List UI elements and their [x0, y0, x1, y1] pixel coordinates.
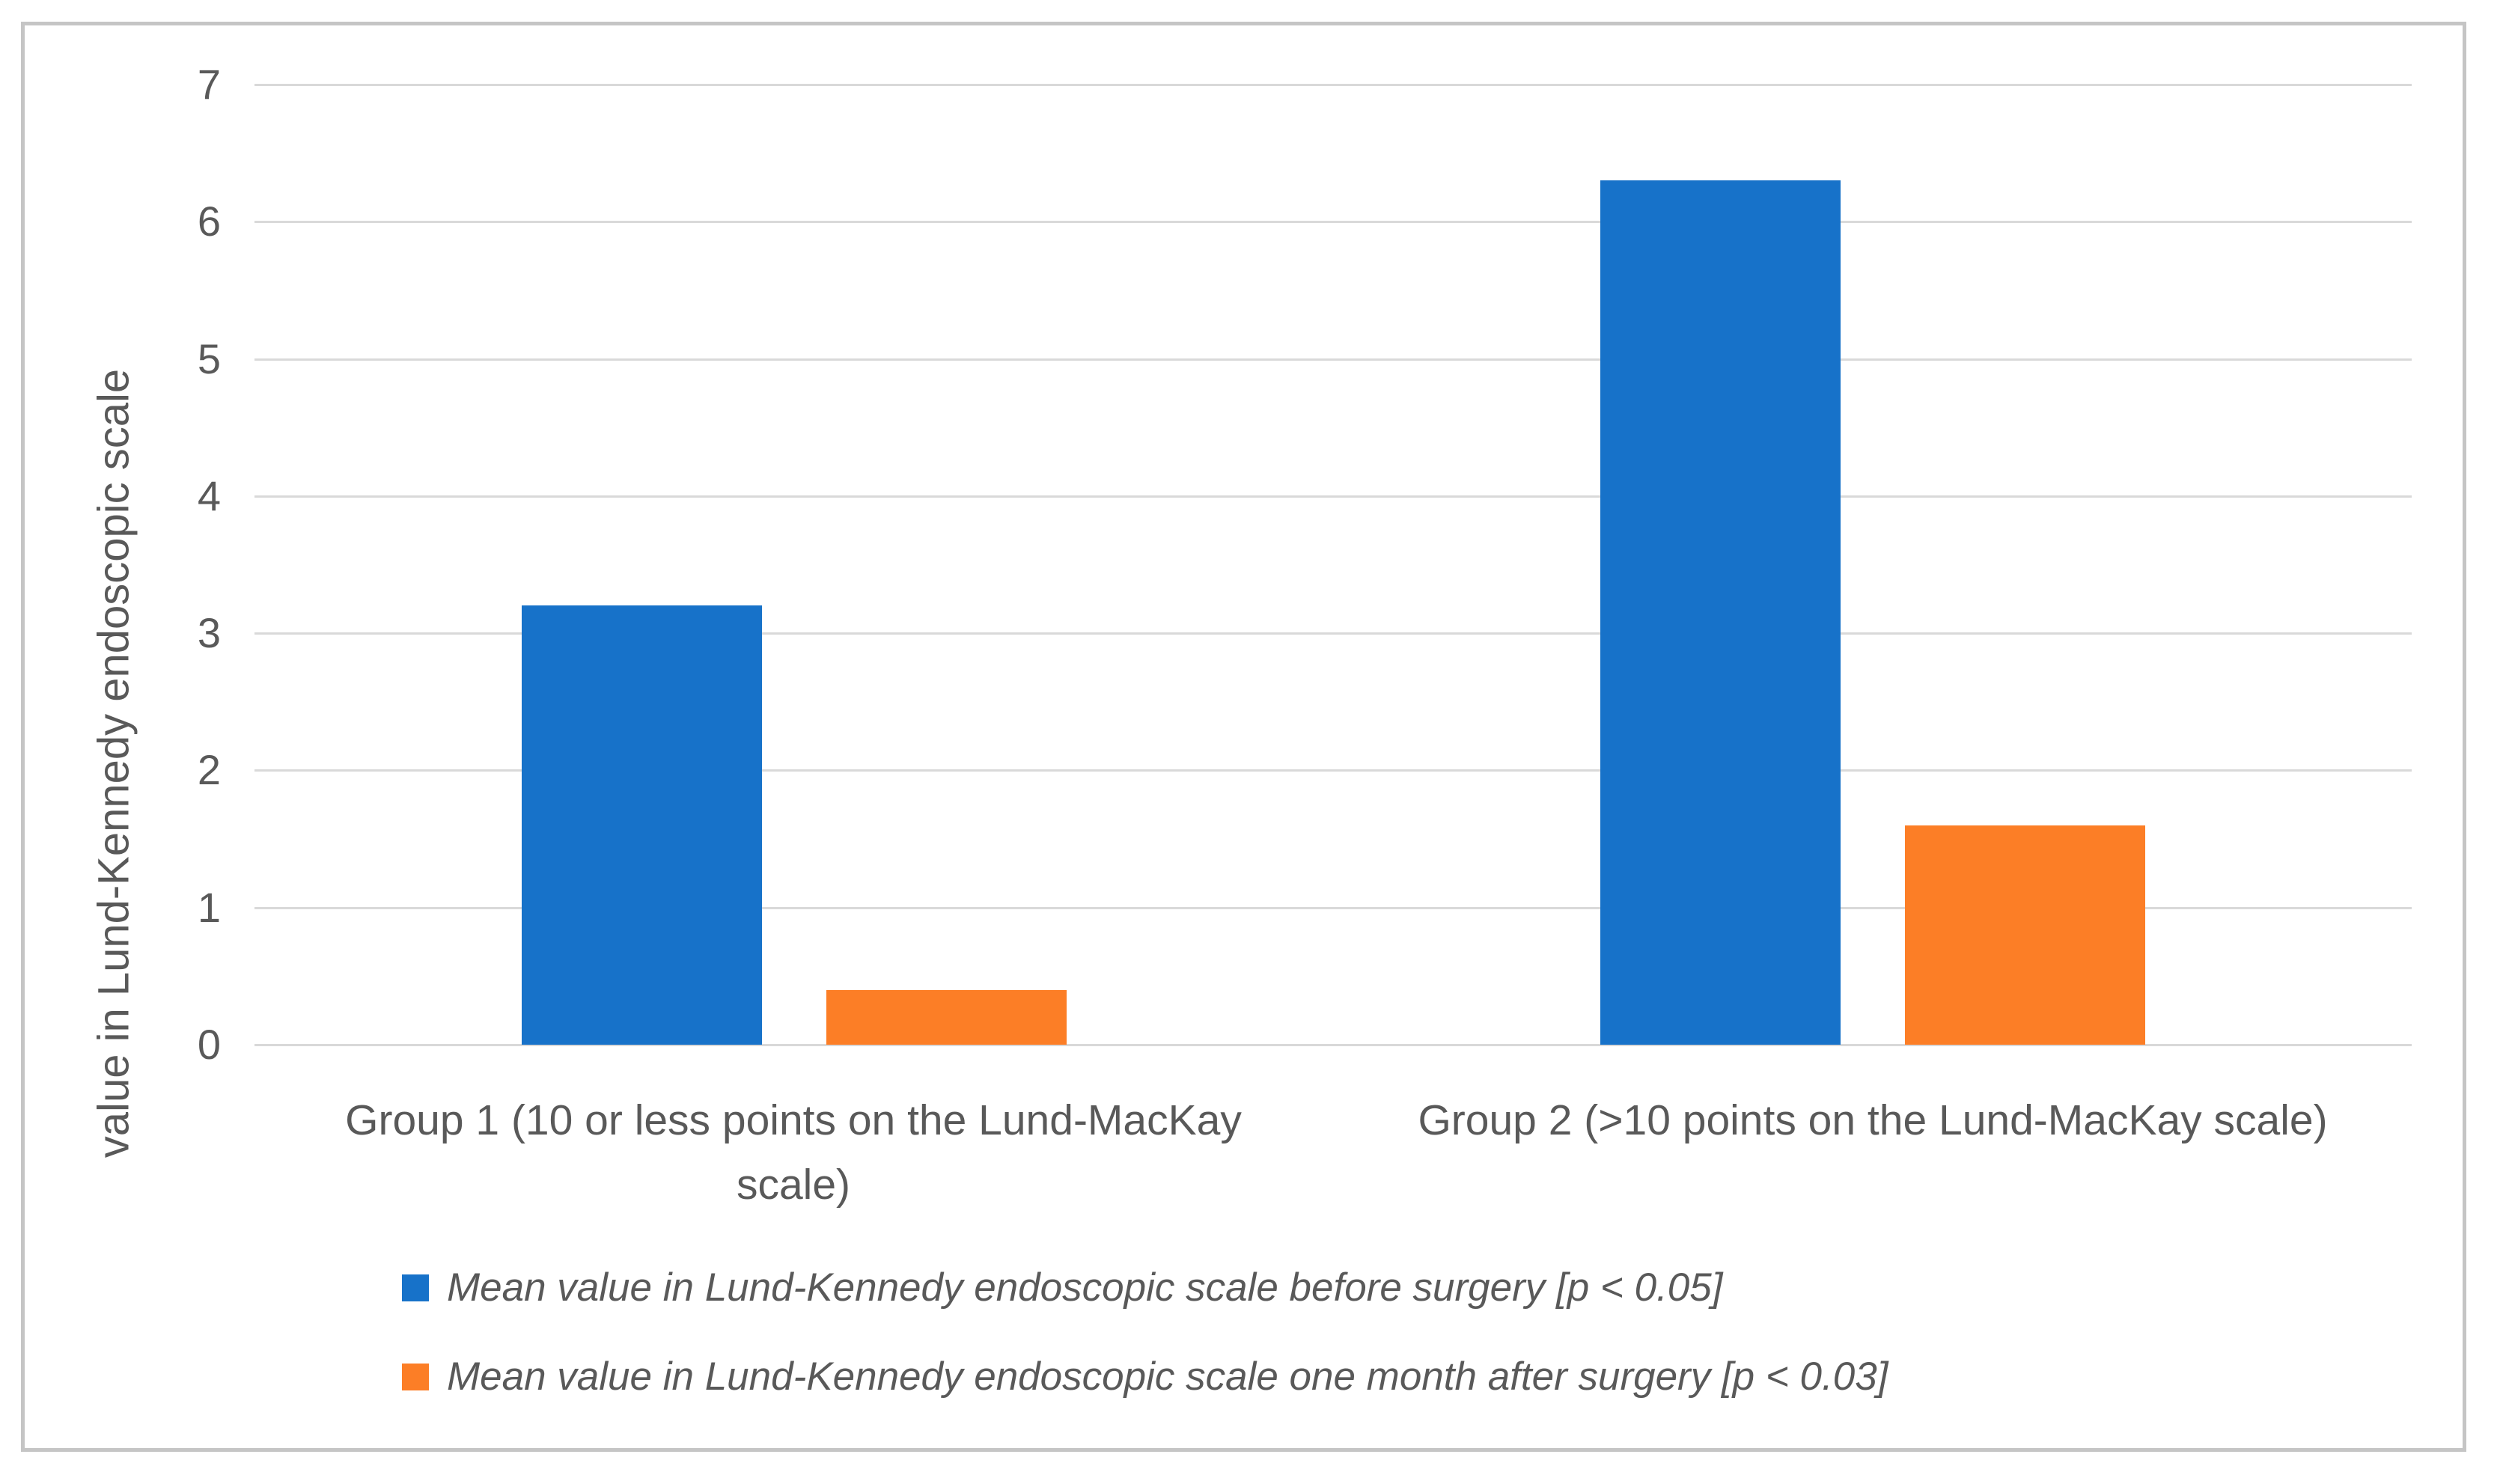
- legend-item-after-surgery: Mean value in Lund-Kennedy endoscopic sc…: [402, 1354, 1888, 1399]
- y-tick-label-6: 6: [197, 198, 221, 245]
- bar-series-1-group-1: [522, 605, 762, 1045]
- gridline-y-6: [254, 221, 2412, 224]
- legend-swatch-before-surgery: [402, 1274, 429, 1301]
- bar-series-1-group-2: [1600, 180, 1841, 1045]
- gridline-y-7: [254, 84, 2412, 86]
- gridline-y-3: [254, 632, 2412, 635]
- y-tick-label-2: 2: [197, 746, 221, 794]
- x-axis-label-group-2: Group 2 (>10 points on the Lund-MacKay s…: [1418, 1096, 2328, 1144]
- plot-area: [254, 84, 2412, 1046]
- y-tick-label-0: 0: [197, 1021, 221, 1068]
- legend-swatch-after-surgery: [402, 1363, 429, 1390]
- bar-series-2-group-1: [826, 990, 1067, 1045]
- bar-series-2-group-2: [1905, 825, 2145, 1045]
- legend-item-before-surgery: Mean value in Lund-Kennedy endoscopic sc…: [402, 1265, 1888, 1310]
- y-tick-label-1: 1: [197, 883, 221, 931]
- y-tick-label-5: 5: [197, 335, 221, 382]
- gridline-y-1: [254, 906, 2412, 909]
- legend-label-after-surgery: Mean value in Lund-Kennedy endoscopic sc…: [447, 1355, 1888, 1399]
- chart-frame: [21, 22, 2466, 1452]
- y-tick-label-4: 4: [197, 471, 221, 519]
- gridline-y-5: [254, 358, 2412, 361]
- y-tick-label-3: 3: [197, 609, 221, 657]
- gridline-y-0: [254, 1044, 2412, 1046]
- gridline-y-4: [254, 495, 2412, 498]
- legend: Mean value in Lund-Kennedy endoscopic sc…: [402, 1265, 1888, 1443]
- y-axis-title: value in Lund-Kennedy endoscopic scale: [89, 368, 138, 1158]
- legend-label-before-surgery: Mean value in Lund-Kennedy endoscopic sc…: [447, 1265, 1723, 1310]
- gridline-y-2: [254, 769, 2412, 772]
- y-tick-label-7: 7: [197, 61, 221, 108]
- x-axis-label-group-1: Group 1 (10 or less points on the Lund-M…: [345, 1096, 1242, 1209]
